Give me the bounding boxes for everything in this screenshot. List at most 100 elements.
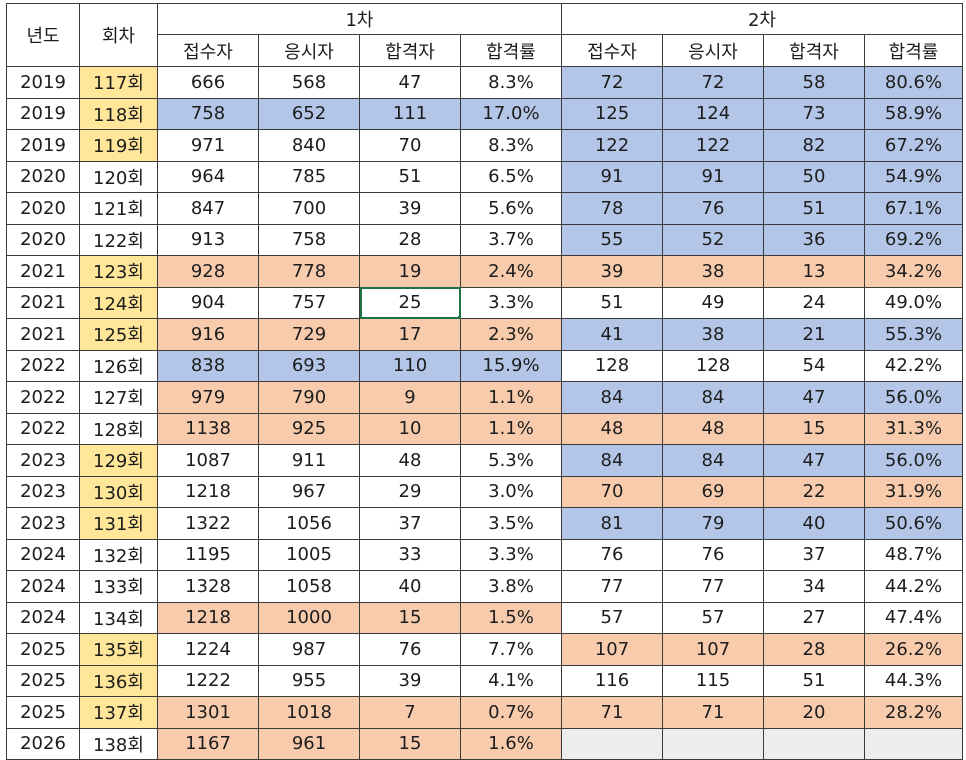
cell-round[interactable]: 128회 xyxy=(79,412,158,445)
cell-year[interactable]: 2023 xyxy=(6,444,80,477)
cell-s1-passers[interactable]: 19 xyxy=(359,255,461,288)
cell-year[interactable]: 2024 xyxy=(6,601,80,634)
cell-s2-pass-rate[interactable]: 47.4% xyxy=(864,601,963,634)
cell-s2-examinees[interactable]: 72 xyxy=(662,66,764,99)
cell-s2-examinees[interactable]: 49 xyxy=(662,286,764,319)
cell-s2-examinees[interactable]: 115 xyxy=(662,664,764,697)
cell-year[interactable]: 2019 xyxy=(6,97,80,130)
cell-s1-applicants[interactable]: 1218 xyxy=(157,601,259,634)
cell-s1-passers[interactable]: 40 xyxy=(359,570,461,603)
cell-s1-applicants[interactable]: 1138 xyxy=(157,412,259,445)
cell-year[interactable]: 2023 xyxy=(6,475,80,508)
cell-round[interactable]: 134회 xyxy=(79,601,158,634)
cell-round[interactable]: 117회 xyxy=(79,66,158,99)
cell-s1-applicants[interactable]: 1222 xyxy=(157,664,259,697)
cell-s2-passers[interactable]: 47 xyxy=(763,444,865,477)
cell-s2-examinees[interactable]: 79 xyxy=(662,507,764,540)
cell-s1-passers[interactable]: 47 xyxy=(359,66,461,99)
cell-s1-applicants[interactable]: 916 xyxy=(157,318,259,351)
cell-s1-examinees[interactable]: 758 xyxy=(258,223,360,256)
cell-s1-passers[interactable]: 7 xyxy=(359,696,461,729)
cell-s2-examinees[interactable]: 48 xyxy=(662,412,764,445)
cell-s1-applicants[interactable]: 928 xyxy=(157,255,259,288)
cell-s1-applicants[interactable]: 666 xyxy=(157,66,259,99)
cell-s2-applicants[interactable]: 128 xyxy=(561,349,663,382)
cell-s2-passers[interactable]: 21 xyxy=(763,318,865,351)
cell-round[interactable]: 133회 xyxy=(79,570,158,603)
cell-year[interactable]: 2025 xyxy=(6,696,80,729)
cell-s1-passers[interactable]: 111 xyxy=(359,97,461,130)
cell-s1-applicants[interactable]: 1224 xyxy=(157,633,259,666)
cell-s1-pass-rate[interactable]: 8.3% xyxy=(460,129,562,162)
cell-s2-applicants[interactable]: 57 xyxy=(561,601,663,634)
cell-s1-applicants[interactable]: 1195 xyxy=(157,538,259,571)
cell-s2-passers[interactable]: 13 xyxy=(763,255,865,288)
cell-s1-pass-rate[interactable]: 3.5% xyxy=(460,507,562,540)
cell-year[interactable]: 2021 xyxy=(6,255,80,288)
cell-s2-pass-rate[interactable]: 44.2% xyxy=(864,570,963,603)
cell-s1-pass-rate[interactable]: 1.1% xyxy=(460,412,562,445)
cell-s2-passers[interactable]: 28 xyxy=(763,633,865,666)
cell-s1-examinees[interactable]: 911 xyxy=(258,444,360,477)
cell-s1-pass-rate[interactable]: 1.1% xyxy=(460,381,562,414)
cell-round[interactable]: 121회 xyxy=(79,192,158,225)
cell-s1-passers[interactable]: 10 xyxy=(359,412,461,445)
cell-s2-applicants[interactable] xyxy=(561,727,663,760)
cell-s1-passers[interactable]: 17 xyxy=(359,318,461,351)
cell-s2-passers[interactable]: 58 xyxy=(763,66,865,99)
cell-s2-pass-rate[interactable]: 42.2% xyxy=(864,349,963,382)
cell-s2-applicants[interactable]: 84 xyxy=(561,381,663,414)
cell-s2-passers[interactable]: 54 xyxy=(763,349,865,382)
cell-s1-applicants[interactable]: 838 xyxy=(157,349,259,382)
cell-s2-pass-rate[interactable]: 31.9% xyxy=(864,475,963,508)
cell-round[interactable]: 122회 xyxy=(79,223,158,256)
cell-s2-examinees[interactable]: 122 xyxy=(662,129,764,162)
cell-s2-passers[interactable]: 73 xyxy=(763,97,865,130)
cell-round[interactable]: 123회 xyxy=(79,255,158,288)
cell-s1-applicants[interactable]: 1087 xyxy=(157,444,259,477)
cell-s1-pass-rate[interactable]: 5.6% xyxy=(460,192,562,225)
cell-s1-applicants[interactable]: 979 xyxy=(157,381,259,414)
cell-s1-examinees[interactable]: 778 xyxy=(258,255,360,288)
cell-s2-passers[interactable] xyxy=(763,727,865,760)
cell-s1-applicants[interactable]: 913 xyxy=(157,223,259,256)
cell-s1-pass-rate[interactable]: 3.7% xyxy=(460,223,562,256)
cell-s2-applicants[interactable]: 116 xyxy=(561,664,663,697)
cell-s1-applicants[interactable]: 971 xyxy=(157,129,259,162)
cell-round[interactable]: 125회 xyxy=(79,318,158,351)
cell-s1-examinees[interactable]: 1005 xyxy=(258,538,360,571)
cell-s2-pass-rate[interactable]: 48.7% xyxy=(864,538,963,571)
cell-s2-pass-rate[interactable]: 55.3% xyxy=(864,318,963,351)
cell-s2-examinees[interactable]: 52 xyxy=(662,223,764,256)
cell-s1-pass-rate[interactable]: 7.7% xyxy=(460,633,562,666)
cell-s1-passers[interactable]: 9 xyxy=(359,381,461,414)
cell-s2-pass-rate[interactable]: 56.0% xyxy=(864,381,963,414)
header-s2-passers[interactable]: 합격자 xyxy=(763,34,865,67)
cell-s1-pass-rate[interactable]: 2.4% xyxy=(460,255,562,288)
cell-s1-applicants[interactable]: 847 xyxy=(157,192,259,225)
cell-s2-pass-rate[interactable]: 67.1% xyxy=(864,192,963,225)
cell-year[interactable]: 2023 xyxy=(6,507,80,540)
cell-s1-examinees[interactable]: 1000 xyxy=(258,601,360,634)
cell-s2-applicants[interactable]: 70 xyxy=(561,475,663,508)
cell-s2-passers[interactable]: 27 xyxy=(763,601,865,634)
cell-s2-pass-rate[interactable] xyxy=(864,727,963,760)
cell-s1-applicants[interactable]: 1167 xyxy=(157,727,259,760)
cell-s1-examinees[interactable]: 925 xyxy=(258,412,360,445)
cell-s1-examinees[interactable]: 700 xyxy=(258,192,360,225)
cell-s2-examinees[interactable]: 124 xyxy=(662,97,764,130)
cell-s2-applicants[interactable]: 81 xyxy=(561,507,663,540)
cell-s2-examinees[interactable]: 91 xyxy=(662,160,764,193)
cell-year[interactable]: 2021 xyxy=(6,286,80,319)
cell-round[interactable]: 118회 xyxy=(79,97,158,130)
cell-s2-examinees[interactable]: 84 xyxy=(662,381,764,414)
cell-s2-applicants[interactable]: 48 xyxy=(561,412,663,445)
cell-s2-applicants[interactable]: 78 xyxy=(561,192,663,225)
cell-s2-examinees[interactable]: 77 xyxy=(662,570,764,603)
cell-s1-pass-rate[interactable]: 6.5% xyxy=(460,160,562,193)
cell-s2-passers[interactable]: 36 xyxy=(763,223,865,256)
cell-s2-passers[interactable]: 20 xyxy=(763,696,865,729)
cell-s2-passers[interactable]: 22 xyxy=(763,475,865,508)
cell-s1-pass-rate[interactable]: 4.1% xyxy=(460,664,562,697)
cell-s2-applicants[interactable]: 77 xyxy=(561,570,663,603)
